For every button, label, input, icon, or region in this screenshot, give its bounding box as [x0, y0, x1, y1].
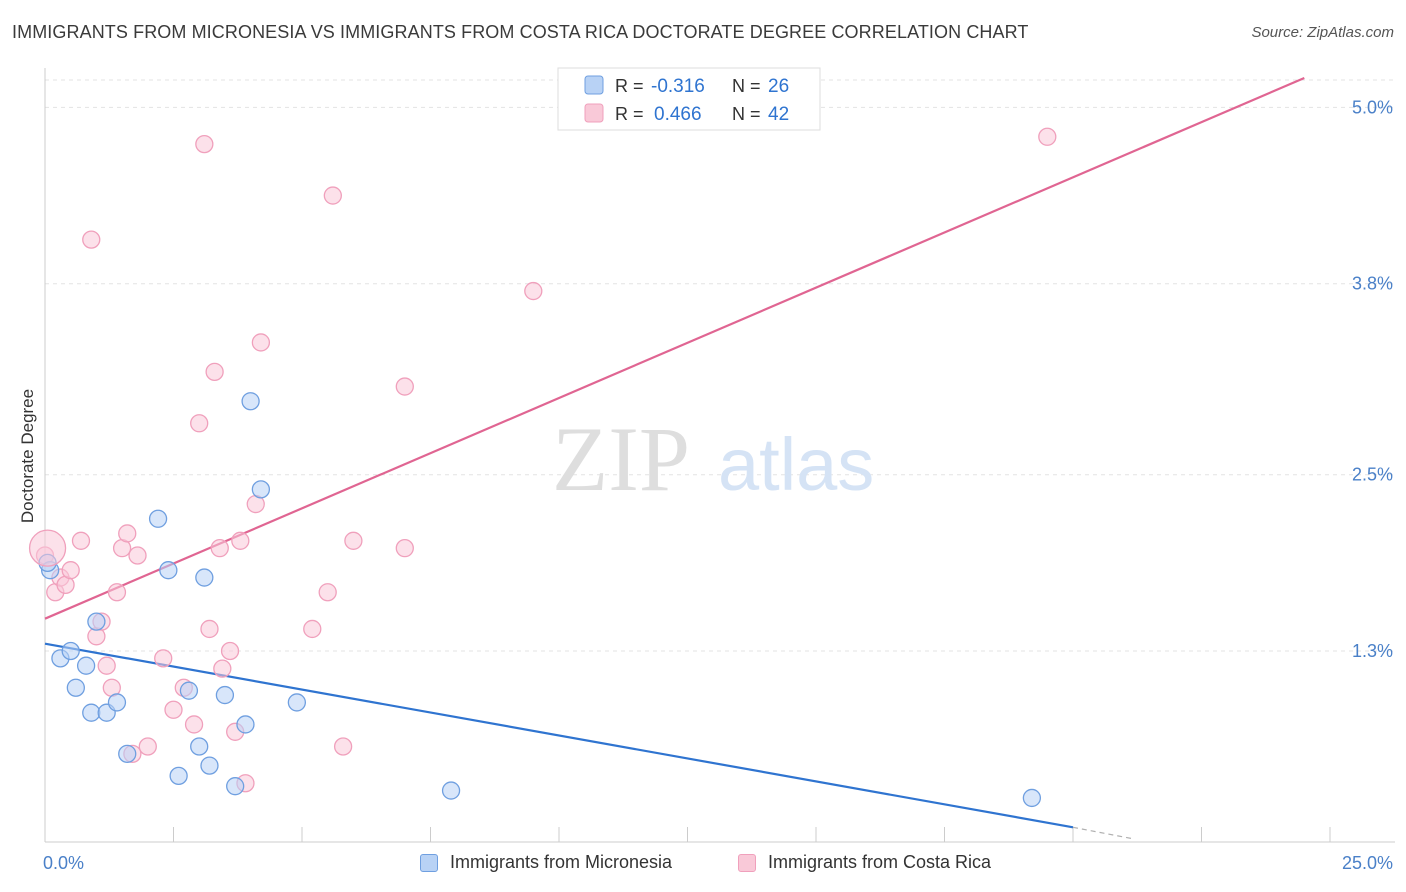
point-costa-rica-40 [1038, 127, 1057, 146]
point-costa-rica-38 [395, 377, 414, 396]
legend-label-costa-rica: Immigrants from Costa Rica [768, 852, 992, 872]
legend-n-label-0: N = [732, 76, 766, 96]
point-costa-rica-6 [82, 230, 101, 249]
point-costa-rica-37 [395, 539, 414, 558]
point-micronesia-11 [159, 561, 178, 580]
legend-item-costa-rica: Immigrants from Costa Rica [738, 852, 991, 873]
point-micronesia-3 [66, 678, 85, 697]
point-micronesia-14 [190, 737, 209, 756]
point-costa-rica-18 [164, 700, 183, 719]
point-micronesia-15 [195, 568, 214, 587]
point-costa-rica-21 [190, 414, 209, 433]
point-micronesia-21 [251, 480, 271, 499]
legend-n-value-0: 26 [768, 76, 789, 97]
legend-item-micronesia: Immigrants from Micronesia [420, 852, 672, 873]
legend-label-micronesia: Immigrants from Micronesia [450, 852, 673, 872]
data-points [28, 127, 1057, 808]
point-micronesia-6 [87, 612, 106, 631]
point-micronesia-18 [226, 777, 245, 796]
trend-line-0 [44, 642, 1074, 829]
point-micronesia-24 [1022, 788, 1042, 808]
point-costa-rica-5 [71, 531, 91, 550]
point-costa-rica-4 [61, 561, 80, 580]
point-micronesia-5 [82, 703, 101, 722]
y-tick-label-1: 2.5% [1352, 465, 1393, 485]
legend-top: R = -0.316 N = 26 R = 0.466 N = 42 [557, 67, 821, 131]
point-micronesia-19 [236, 715, 255, 734]
point-costa-rica-23 [205, 362, 224, 381]
axes [44, 68, 1395, 843]
point-micronesia-2 [61, 641, 80, 661]
y-tick-label-0: 1.3% [1352, 641, 1393, 661]
y-axis-label: Doctorate Degree [18, 388, 37, 524]
chart-source: Source: ZipAtlas.com [1251, 24, 1394, 41]
point-costa-rica-22 [195, 134, 214, 154]
point-costa-rica-41 [251, 333, 271, 352]
legend-swatch-costa-rica-bottom [738, 853, 756, 872]
x-tick-labels: 0.0% 25.0% [43, 853, 1393, 873]
legend-r-label-0: R = [615, 76, 649, 96]
legend-bottom: Immigrants from Micronesia Immigrants fr… [0, 852, 1406, 878]
legend-n-value-1: 42 [768, 104, 789, 125]
point-costa-rica-31 [213, 659, 232, 678]
point-micronesia-20 [241, 392, 260, 411]
grid-lines [45, 79, 1395, 652]
point-costa-rica-35 [333, 737, 353, 756]
point-costa-rica-9 [97, 656, 116, 675]
point-micronesia-10 [148, 509, 168, 528]
point-costa-rica-13 [118, 524, 137, 543]
legend-r-value-0: -0.316 [651, 76, 705, 97]
watermark-zip: ZIP [552, 408, 690, 510]
point-micronesia-9 [118, 744, 137, 763]
point-micronesia-23 [441, 781, 461, 800]
point-costa-rica-26 [231, 531, 250, 550]
legend-n-label-1: N = [732, 104, 766, 124]
point-costa-rica-33 [318, 583, 337, 602]
legend-r-value-1: 0.466 [654, 104, 702, 125]
point-costa-rica-34 [323, 186, 342, 205]
point-costa-rica-24 [210, 539, 229, 558]
legend-swatch-micronesia [584, 75, 604, 95]
trend-extension-0 [1072, 826, 1135, 840]
point-micronesia-16 [200, 756, 219, 775]
point-micronesia-12 [169, 766, 188, 786]
y-tick-labels: 1.3% 2.5% 3.8% 5.0% [1352, 97, 1393, 661]
watermark-atlas: atlas [718, 423, 874, 506]
point-costa-rica-14 [128, 546, 147, 565]
point-costa-rica-20 [184, 715, 204, 734]
point-costa-rica-32 [303, 619, 322, 639]
point-micronesia-17 [215, 685, 235, 705]
point-costa-rica-15 [138, 737, 157, 756]
point-costa-rica-17 [154, 649, 173, 668]
legend-r-label-1: R = [615, 104, 649, 124]
y-tick-label-3: 5.0% [1352, 97, 1393, 117]
point-micronesia-13 [179, 681, 199, 700]
point-costa-rica-36 [344, 531, 363, 550]
x-tick-label-1: 25.0% [1342, 853, 1393, 873]
point-costa-rica-25 [220, 641, 240, 661]
point-micronesia-22 [287, 693, 307, 712]
legend-swatch-costa-rica [584, 103, 604, 123]
trend-line-1 [44, 76, 1305, 620]
y-tick-label-2: 3.8% [1352, 274, 1393, 294]
point-costa-rica-11 [107, 583, 127, 602]
point-large-0 [28, 529, 67, 567]
chart-title: IMMIGRANTS FROM MICRONESIA VS IMMIGRANTS… [12, 22, 1029, 42]
x-tick-label-0: 0.0% [43, 853, 84, 873]
point-micronesia-8 [107, 693, 127, 712]
point-costa-rica-29 [200, 619, 219, 639]
legend-swatch-micronesia-bottom [420, 853, 438, 872]
point-costa-rica-39 [524, 281, 543, 301]
point-micronesia-4 [76, 656, 96, 675]
